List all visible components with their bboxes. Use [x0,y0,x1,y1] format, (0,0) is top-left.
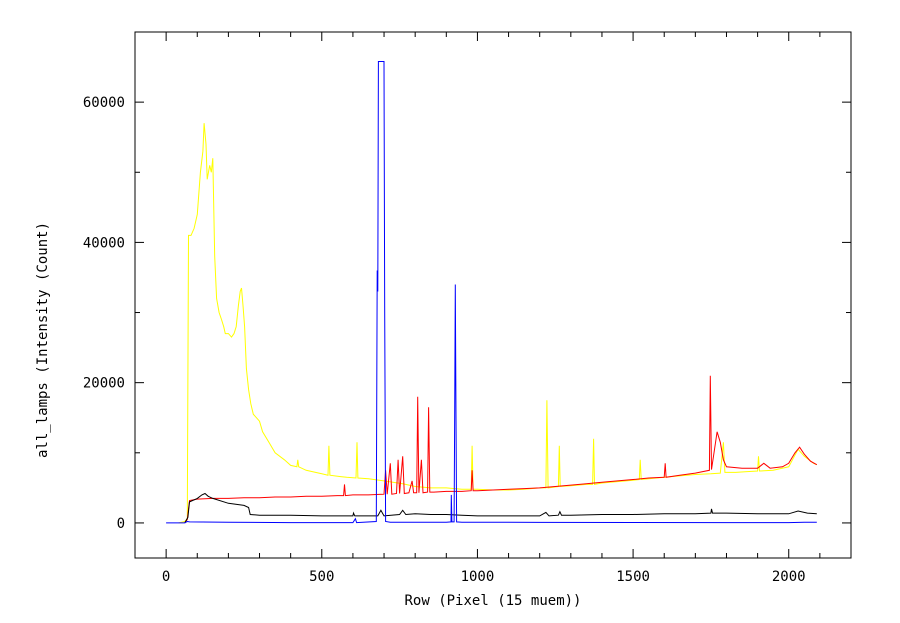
x-tick-label: 1500 [616,569,650,585]
x-tick-labels: 0 500 1000 1500 2000 [162,569,806,585]
y-tick-label: 20000 [83,376,125,392]
series-line-3 [184,492,817,524]
axis-ticks [135,31,852,558]
y-tick-label: 60000 [83,95,125,111]
x-tick-label: 2000 [772,569,806,585]
y-tick-label: 0 [117,516,125,532]
y-tick-label: 40000 [83,235,125,251]
plot-area [166,61,818,524]
plot-frame [134,31,852,559]
x-axis-label: Row (Pixel (15 muem)) [404,593,581,609]
x-tick-label: 1000 [461,569,495,585]
series-line-4 [166,61,817,524]
series-line-2 [184,375,818,524]
series-line-1 [178,123,818,524]
y-tick-labels: 0 20000 40000 60000 [83,95,125,532]
y-axis-label: all_lamps (Intensity (Count) [35,222,51,458]
x-tick-label: 500 [309,569,334,585]
x-tick-label: 0 [162,569,170,585]
